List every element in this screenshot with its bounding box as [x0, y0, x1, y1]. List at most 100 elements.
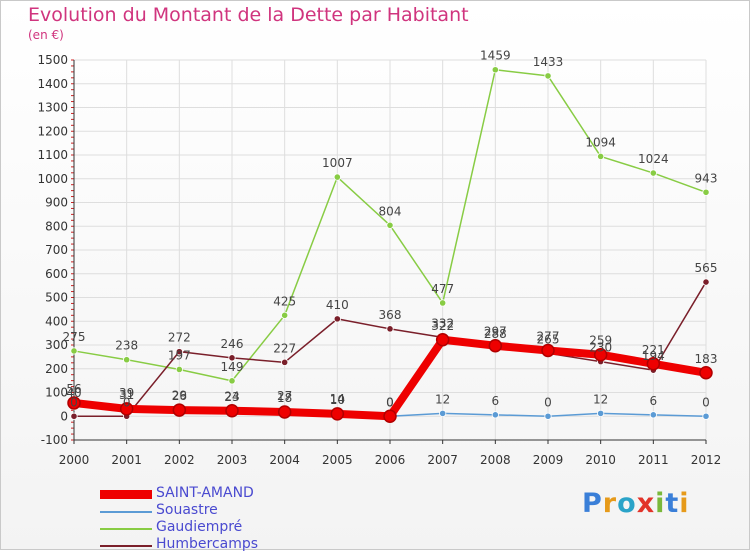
data-point — [491, 66, 499, 74]
data-label: 24 — [224, 390, 239, 404]
data-point — [439, 299, 447, 307]
y-tick-label: -100 — [41, 433, 68, 447]
data-point — [386, 325, 394, 333]
data-label: 0 — [386, 395, 394, 409]
data-label: 40 — [66, 386, 81, 400]
data-label: 0 — [544, 395, 552, 409]
data-label: 23 — [224, 390, 239, 404]
data-label: 272 — [168, 331, 191, 345]
data-label: 477 — [431, 282, 454, 296]
y-tick-label: 200 — [45, 362, 68, 376]
y-tick-label: 1500 — [37, 53, 68, 67]
x-tick-label: 2003 — [217, 453, 248, 467]
data-label: 230 — [589, 341, 612, 355]
data-label: 1433 — [533, 55, 564, 69]
data-label: 10 — [330, 393, 345, 407]
data-label: 0 — [386, 395, 394, 409]
data-point — [541, 343, 555, 358]
data-point — [699, 366, 713, 380]
data-label: 12 — [593, 392, 608, 406]
gridlines — [73, 59, 707, 441]
data-point — [593, 347, 608, 362]
y-tick-label: 0 — [60, 409, 68, 423]
data-label: 39 — [119, 386, 134, 400]
data-label: 1459 — [480, 49, 511, 63]
data-point — [597, 152, 605, 161]
data-label: 1007 — [322, 156, 353, 170]
chart-title: Evolution du Montant de la Dette par Hab… — [28, 4, 469, 26]
axes: -100010020030040050060070080090010001100… — [37, 53, 721, 467]
y-tick-label: 100 — [45, 386, 68, 400]
data-point — [383, 409, 397, 423]
x-tick-label: 2012 — [691, 453, 722, 467]
data-point — [277, 405, 292, 419]
x-tick-label: 2009 — [533, 453, 564, 467]
y-tick-label: 800 — [45, 219, 68, 233]
data-point — [333, 173, 341, 181]
y-tick-label: 400 — [45, 314, 68, 328]
legend-swatch — [100, 511, 152, 513]
data-label: 197 — [168, 348, 191, 362]
data-labels: 56 31 26 23 18 10 0 322 297 277 259 221 183 40 39 29 24 2… — [63, 49, 718, 410]
x-tick-label: 2001 — [111, 453, 142, 467]
legend-label: Souastre — [156, 502, 218, 518]
data-point — [597, 409, 605, 417]
legend-swatch — [100, 545, 152, 547]
data-point — [386, 221, 394, 229]
data-label: 1024 — [638, 152, 669, 166]
data-label: 56 — [66, 382, 81, 396]
y-tick-label: 500 — [45, 291, 68, 305]
data-label: 259 — [589, 334, 612, 348]
data-point — [175, 365, 183, 374]
data-label: 12 — [435, 392, 450, 406]
data-point — [281, 311, 289, 319]
data-point — [488, 338, 503, 353]
data-label: 804 — [379, 204, 402, 218]
data-point — [225, 404, 239, 418]
data-label: 27 — [277, 389, 292, 403]
data-label: 275 — [63, 330, 86, 344]
x-tick-label: 2008 — [480, 453, 511, 467]
data-point — [702, 412, 710, 420]
y-tick-label: 1100 — [37, 148, 68, 162]
data-point — [435, 333, 450, 347]
data-point — [702, 188, 710, 196]
data-point — [649, 169, 657, 177]
data-label: 246 — [221, 337, 244, 351]
legend-label: Humbercamps — [156, 536, 259, 552]
data-label: 221 — [642, 343, 665, 357]
y-tick-label: 900 — [45, 196, 68, 210]
data-label: 26 — [172, 389, 187, 403]
data-label: 14 — [330, 392, 345, 406]
data-label: 31 — [119, 388, 134, 402]
data-point — [333, 315, 341, 323]
data-point — [702, 278, 710, 286]
x-tick-label: 2011 — [638, 453, 669, 467]
data-point — [439, 409, 447, 417]
data-label: 410 — [326, 298, 349, 312]
data-label: 183 — [695, 352, 718, 366]
x-tick-label: 2005 — [322, 453, 353, 467]
data-point — [649, 411, 657, 419]
data-label: 565 — [695, 261, 718, 275]
data-label: 277 — [537, 329, 560, 343]
data-point — [544, 72, 552, 80]
x-tick-label: 2002 — [164, 453, 195, 467]
data-label: 0 — [70, 395, 78, 409]
legend-swatch — [100, 528, 152, 530]
y-tick-label: 1000 — [37, 172, 68, 186]
data-label: 29 — [172, 388, 187, 402]
data-point — [228, 377, 236, 385]
data-point — [281, 358, 289, 366]
y-tick-label: 700 — [45, 243, 68, 257]
x-tick-label: 2004 — [269, 453, 300, 467]
data-label: 332 — [431, 316, 454, 330]
data-label: 18 — [277, 391, 292, 405]
data-label: 227 — [273, 341, 296, 355]
data-point — [491, 411, 499, 419]
data-point — [172, 403, 187, 417]
data-point — [123, 356, 131, 364]
data-label: 194 — [642, 349, 665, 363]
